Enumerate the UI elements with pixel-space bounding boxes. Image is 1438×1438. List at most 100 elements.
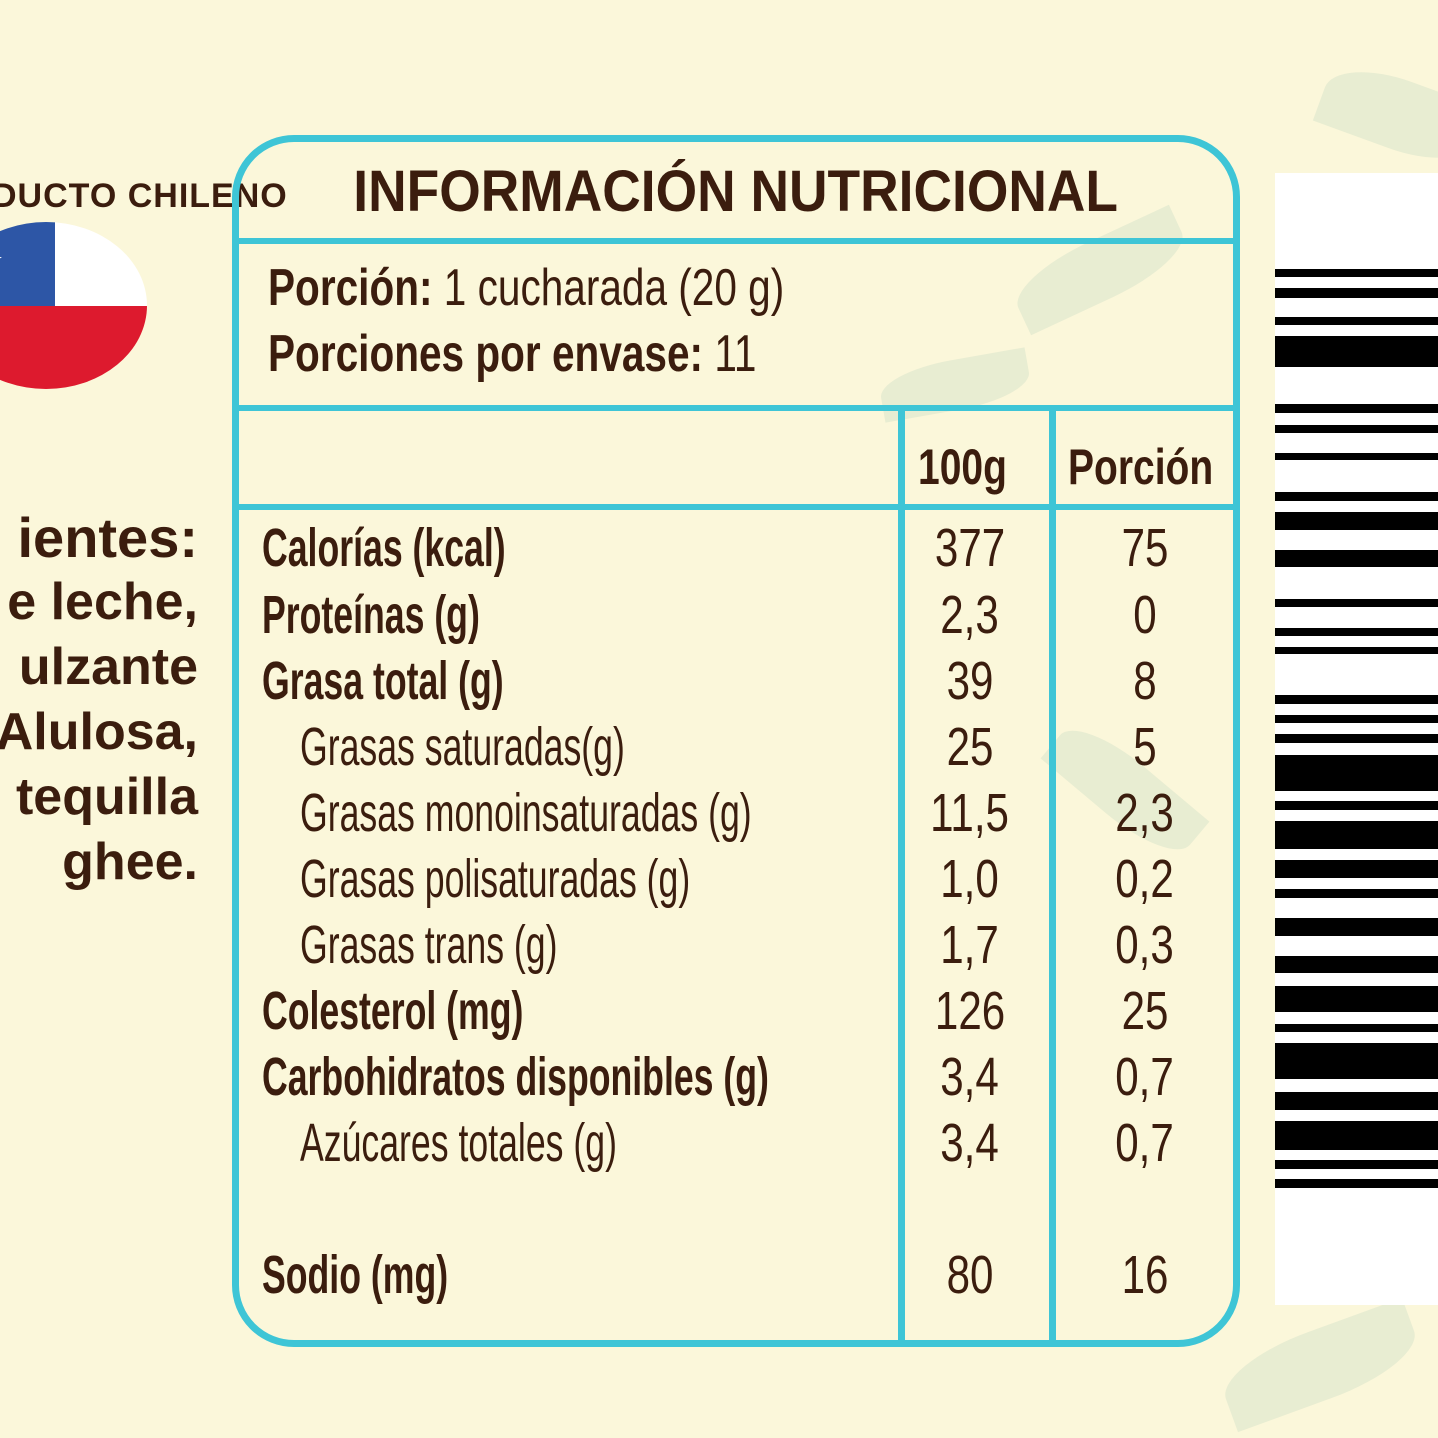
ingredients-line: ghee. — [62, 833, 198, 891]
nutrient-label: Grasas saturadas(g) — [300, 717, 625, 777]
barcode — [1275, 173, 1438, 1305]
value-100g: 1,0 — [940, 849, 1000, 909]
barcode-bar — [1275, 755, 1438, 791]
value-portion: 0 — [1133, 585, 1157, 645]
table-row: Grasas polisaturadas (g) 1,0 0,2 — [262, 846, 1222, 912]
table-row: Sodio (mg) 80 16 — [262, 1242, 1222, 1308]
value-portion: 0,7 — [1115, 1047, 1175, 1107]
nutrition-panel — [232, 135, 1240, 1347]
nutrient-label: Grasas trans (g) — [300, 915, 558, 975]
barcode-bar — [1275, 317, 1438, 325]
barcode-bar — [1275, 647, 1438, 654]
value-100g: 2,3 — [940, 585, 1000, 645]
column-header-100g: 100g — [918, 439, 1007, 495]
servings-label: Porciones por envase: — [268, 325, 704, 383]
barcode-bar — [1275, 801, 1438, 810]
barcode-bar — [1275, 860, 1438, 878]
value-100g: 25 — [946, 717, 994, 777]
ingredients-line: Alulosa, — [0, 703, 198, 761]
ingredients-text: ientes: e leche, ulzante Alulosa, tequil… — [0, 505, 198, 895]
barcode-bar — [1275, 1024, 1438, 1032]
value-portion: 16 — [1121, 1245, 1169, 1305]
portion-label: Porción: — [268, 259, 433, 317]
barcode-bar — [1275, 599, 1438, 607]
value-100g: 3,4 — [940, 1113, 1000, 1173]
table-row: Grasas trans (g) 1,7 0,3 — [262, 912, 1222, 978]
nutrient-label: Calorías (kcal) — [262, 518, 506, 578]
nutrient-label: Colesterol (mg) — [262, 981, 524, 1041]
value-portion: 8 — [1133, 651, 1157, 711]
barcode-bar — [1275, 492, 1438, 501]
servings-value: 11 — [714, 325, 757, 383]
table-row: Carbohidratos disponibles (g) 3,4 0,7 — [262, 1044, 1222, 1110]
barcode-bar — [1275, 425, 1438, 433]
barcode-bar — [1275, 404, 1438, 413]
barcode-bar — [1275, 715, 1438, 723]
ingredients-heading: ientes: — [17, 506, 199, 569]
table-row: Grasa total (g) 39 8 — [262, 648, 1222, 714]
table-row: Calorías (kcal) 377 75 — [262, 515, 1222, 581]
divider — [232, 504, 1240, 510]
barcode-bar — [1275, 1121, 1438, 1150]
value-100g: 3,4 — [940, 1047, 1000, 1107]
barcode-bar — [1275, 1092, 1438, 1110]
barcode-bar — [1275, 918, 1438, 936]
nutrient-label: Grasas monoinsaturadas (g) — [300, 783, 752, 843]
value-portion: 0,7 — [1115, 1113, 1175, 1173]
value-100g: 126 — [934, 981, 1006, 1041]
ingredients-line: ulzante — [18, 638, 198, 696]
value-portion: 0,3 — [1115, 915, 1175, 975]
nutrient-label: Sodio (mg) — [262, 1245, 449, 1305]
table-row: Azúcares totales (g) 3,4 0,7 — [262, 1110, 1222, 1176]
barcode-bar — [1275, 628, 1438, 636]
value-100g: 1,7 — [940, 915, 1000, 975]
value-portion: 5 — [1133, 717, 1157, 777]
barcode-bar — [1275, 288, 1438, 298]
ingredients-line: e leche, — [7, 573, 198, 631]
barcode-bar — [1275, 1179, 1438, 1188]
barcode-bar — [1275, 1043, 1438, 1079]
value-portion: 0,2 — [1115, 849, 1175, 909]
panel-title: INFORMACIÓN NUTRICIONAL — [353, 159, 1119, 224]
barcode-bar — [1275, 269, 1438, 277]
leaf-decoration — [1214, 1297, 1426, 1433]
nutrient-label: Proteínas (g) — [262, 585, 480, 645]
column-divider — [1049, 410, 1056, 1340]
table-row: Proteínas (g) 2,3 0 — [262, 582, 1222, 648]
barcode-bar — [1275, 550, 1438, 567]
column-header-portion: Porción — [1068, 439, 1214, 495]
divider — [232, 238, 1240, 244]
value-portion: 25 — [1121, 981, 1169, 1041]
nutrient-label: Azúcares totales (g) — [300, 1113, 617, 1173]
barcode-bar — [1275, 986, 1438, 1012]
nutrient-label: Grasas polisaturadas (g) — [300, 849, 691, 909]
ingredients-line: tequilla — [15, 768, 198, 826]
table-row: Grasas saturadas(g) 25 5 — [262, 714, 1222, 780]
barcode-bar — [1275, 695, 1438, 704]
chile-flag-icon: ★ — [0, 222, 147, 389]
divider — [232, 405, 1240, 411]
portion-line: Porción: 1 cucharada (20 g) — [268, 258, 930, 318]
value-100g: 377 — [934, 518, 1006, 578]
portion-value: 1 cucharada (20 g) — [443, 259, 785, 317]
seal-text: DUCTO CHILENO — [0, 177, 288, 215]
leaf-decoration — [1312, 54, 1438, 176]
nutrient-label: Carbohidratos disponibles (g) — [262, 1047, 769, 1107]
barcode-bar — [1275, 512, 1438, 530]
value-100g: 39 — [946, 651, 994, 711]
barcode-bar — [1275, 453, 1438, 460]
column-divider — [898, 410, 905, 1340]
barcode-bar — [1275, 889, 1438, 898]
barcode-bar — [1275, 1160, 1438, 1169]
table-row: Grasas monoinsaturadas (g) 11,5 2,3 — [262, 780, 1222, 846]
value-portion: 75 — [1121, 518, 1169, 578]
value-100g: 80 — [946, 1245, 994, 1305]
table-row: Colesterol (mg) 126 25 — [262, 978, 1222, 1044]
nutrient-label: Grasa total (g) — [262, 651, 504, 711]
barcode-bar — [1275, 821, 1438, 849]
value-100g: 11,5 — [930, 783, 1010, 843]
value-portion: 2,3 — [1115, 783, 1175, 843]
barcode-bar — [1275, 956, 1438, 973]
barcode-bar — [1275, 336, 1438, 367]
servings-line: Porciones por envase: 11 — [268, 324, 894, 384]
